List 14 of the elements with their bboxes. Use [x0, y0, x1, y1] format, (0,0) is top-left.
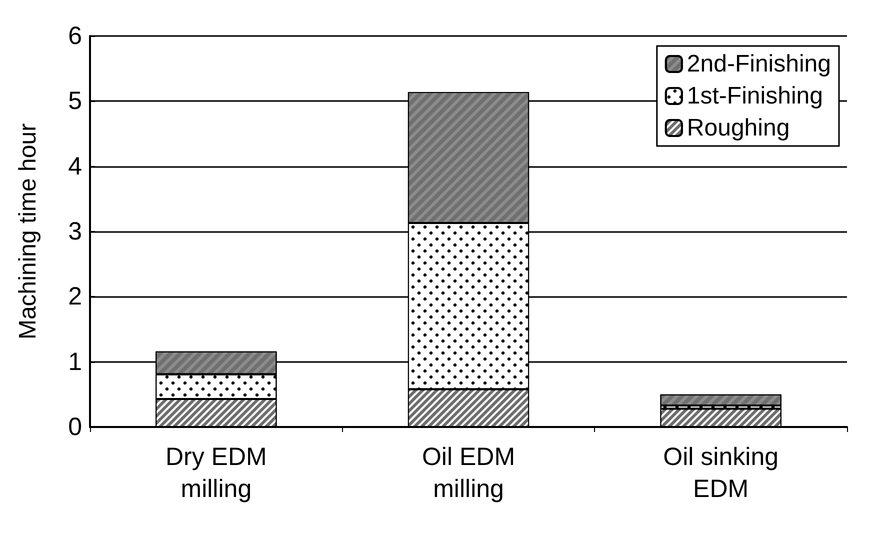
y-axis-title: Machining time hour [14, 123, 42, 340]
x-tick-label: Oil EDM milling [422, 443, 516, 503]
y-tick-label: 3 [68, 218, 82, 246]
legend-label: 2nd-Finishing [686, 50, 832, 78]
y-tick-label: 1 [68, 348, 82, 376]
y-tick-label: 6 [68, 22, 82, 50]
x-tick-label: Dry EDM milling [165, 443, 267, 503]
x-tick-label: Oil sinking EDM [663, 443, 778, 503]
y-tick-label: 2 [68, 282, 82, 311]
y-tick-label: 5 [68, 87, 82, 116]
y-tick-label: 4 [68, 152, 82, 180]
legend-label: 1st-Finishing [686, 82, 823, 110]
y-tick-label: 0 [68, 413, 82, 441]
legend-label: Roughing [686, 114, 790, 142]
